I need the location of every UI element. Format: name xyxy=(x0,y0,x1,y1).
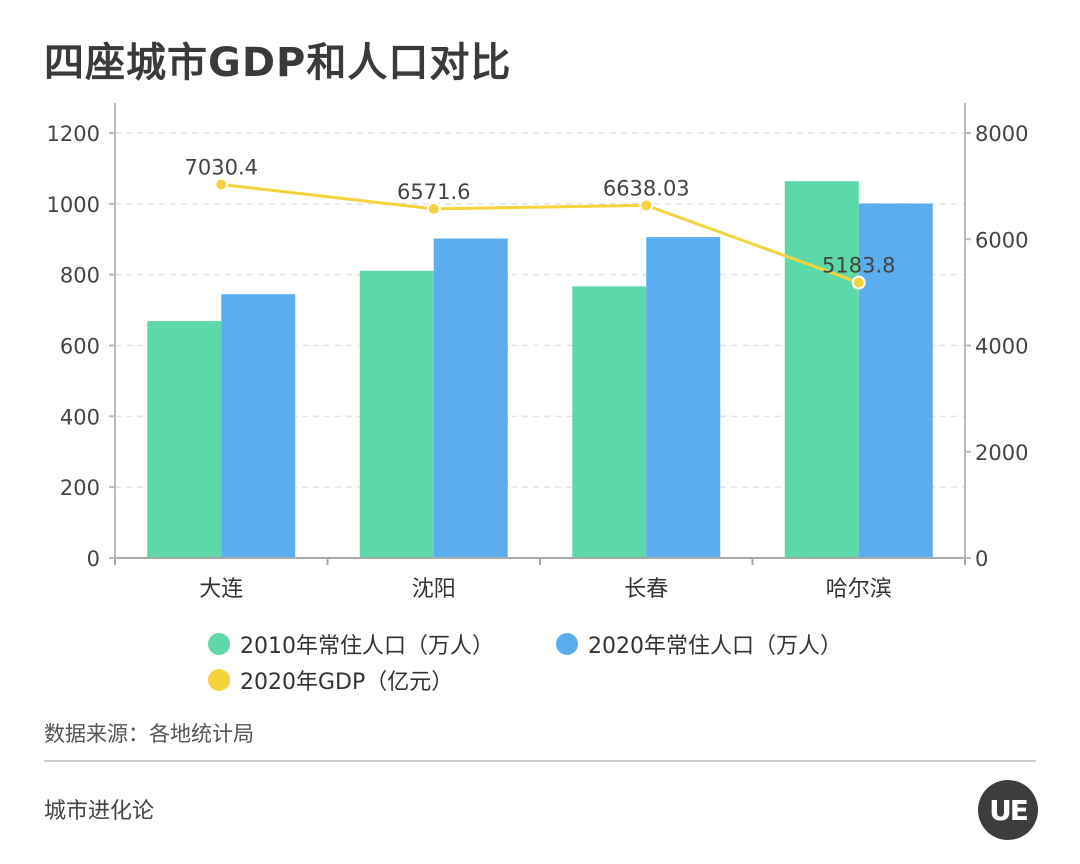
legend-label: 2020年GDP（亿元） xyxy=(240,670,454,695)
gdp-point xyxy=(851,275,866,290)
legend-swatch-icon xyxy=(208,669,230,691)
legend-item-2010: 2010年常住人口（万人） xyxy=(208,628,494,660)
bar-2020 xyxy=(646,237,721,558)
y-right-tick-label: 2000 xyxy=(975,441,1028,465)
bar-2010 xyxy=(784,181,859,558)
bar-2010 xyxy=(147,321,222,558)
y-right-tick-label: 0 xyxy=(975,547,988,571)
y-right-tick-label: 8000 xyxy=(975,122,1028,146)
bar-2020 xyxy=(858,203,933,558)
x-category-label: 长春 xyxy=(624,577,668,602)
bar-2020 xyxy=(221,294,296,558)
legend-label: 2010年常住人口（万人） xyxy=(240,634,494,659)
x-category-label: 沈阳 xyxy=(412,577,456,602)
chart-svg: 0 200 400 600 800 1000 1200 0 2000 4000 6000 8000 大连… xyxy=(47,103,1028,602)
y-left-tick-label: 400 xyxy=(60,405,100,429)
gdp-line xyxy=(221,183,860,285)
gdp-point xyxy=(639,198,654,213)
x-category-label: 大连 xyxy=(199,577,243,602)
y-left-tick-label: 0 xyxy=(87,547,100,571)
brand-logo-icon: UE xyxy=(978,780,1038,840)
y-left-tick-label: 200 xyxy=(60,476,100,500)
gdp-point xyxy=(426,201,441,216)
bar-2010 xyxy=(359,270,434,558)
y-left-tick-label: 800 xyxy=(60,264,100,288)
y-right-tick-label: 6000 xyxy=(975,228,1028,252)
legend-item-gdp: 2020年GDP（亿元） xyxy=(208,664,453,696)
legend-item-2020: 2020年常住人口（万人） xyxy=(556,628,842,660)
y-right-tick-label: 4000 xyxy=(975,335,1028,359)
gdp-point xyxy=(214,177,229,192)
y-left-tick-label: 1200 xyxy=(47,122,100,146)
legend-swatch-icon xyxy=(208,633,230,655)
legend-label: 2020年常住人口（万人） xyxy=(588,634,842,659)
chart-title: 四座城市GDP和人口对比 xyxy=(44,40,512,86)
bar-2020 xyxy=(433,238,508,558)
bar-2010 xyxy=(572,286,647,558)
gdp-data-label: 5183.8 xyxy=(822,254,895,278)
brand-name: 城市进化论 xyxy=(44,799,155,824)
divider xyxy=(44,760,1036,762)
gdp-data-label: 7030.4 xyxy=(185,156,258,180)
y-left-tick-label: 600 xyxy=(60,335,100,359)
x-category-label: 哈尔滨 xyxy=(826,577,892,602)
legend-swatch-icon xyxy=(556,633,578,655)
gdp-data-label: 6638.03 xyxy=(603,176,690,200)
y-left-tick-label: 1000 xyxy=(47,193,100,217)
gdp-data-label: 6571.6 xyxy=(397,180,470,204)
source-note: 数据来源：各地统计局 xyxy=(44,722,254,746)
